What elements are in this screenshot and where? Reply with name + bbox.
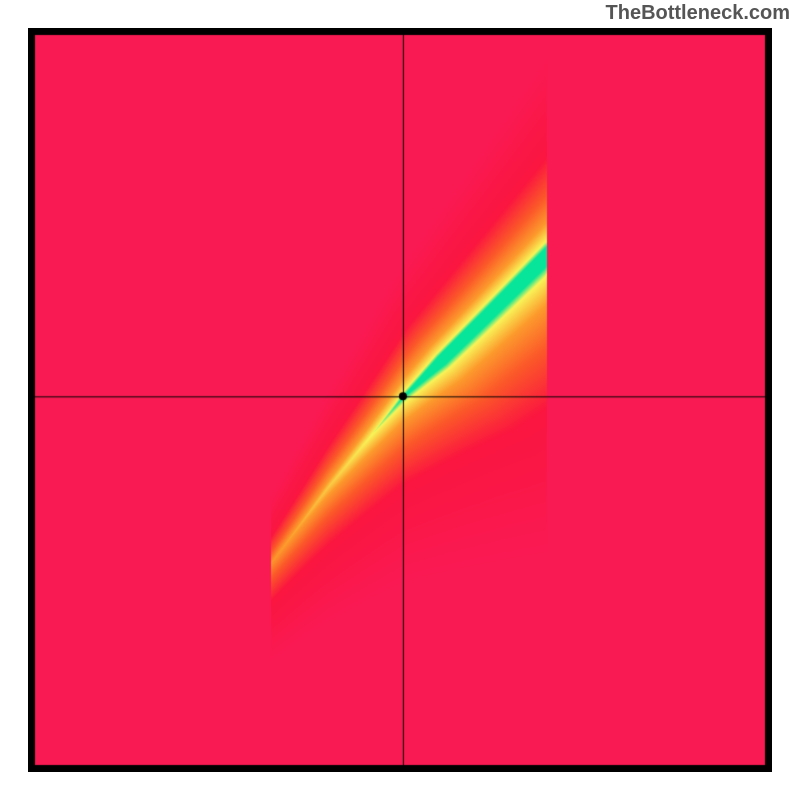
bottleneck-heatmap [28,28,772,772]
heatmap-frame [28,28,772,772]
watermark-text: TheBottleneck.com [606,2,790,25]
